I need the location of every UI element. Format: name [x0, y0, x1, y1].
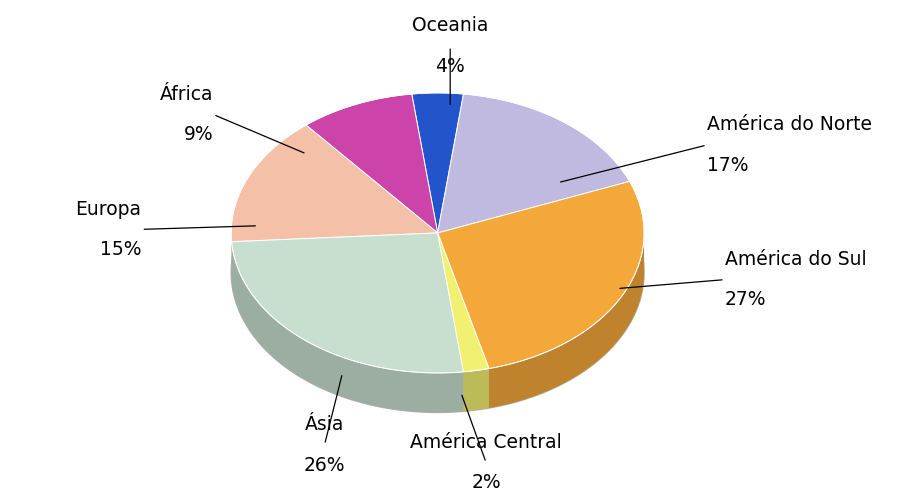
Text: Europa: Europa	[76, 200, 141, 218]
Text: 4%: 4%	[436, 57, 465, 76]
Text: América do Sul: América do Sul	[724, 250, 867, 269]
Polygon shape	[231, 242, 464, 412]
Polygon shape	[437, 233, 489, 372]
Text: América Central: América Central	[410, 433, 562, 452]
Polygon shape	[489, 234, 644, 408]
Polygon shape	[306, 94, 437, 233]
Polygon shape	[231, 233, 464, 373]
Polygon shape	[464, 368, 489, 412]
Text: Ásia: Ásia	[305, 415, 344, 434]
Text: África: África	[160, 84, 213, 103]
Polygon shape	[231, 132, 644, 412]
Polygon shape	[437, 182, 644, 368]
Text: Oceania: Oceania	[412, 16, 489, 36]
Text: 27%: 27%	[724, 290, 766, 310]
Polygon shape	[437, 94, 630, 233]
Polygon shape	[412, 93, 464, 233]
Text: 26%: 26%	[304, 456, 346, 474]
Text: 9%: 9%	[184, 125, 213, 144]
Text: 15%: 15%	[100, 240, 141, 259]
Text: 17%: 17%	[706, 156, 749, 175]
Polygon shape	[231, 125, 437, 242]
Text: América do Norte: América do Norte	[706, 115, 872, 134]
Text: 2%: 2%	[472, 474, 501, 492]
